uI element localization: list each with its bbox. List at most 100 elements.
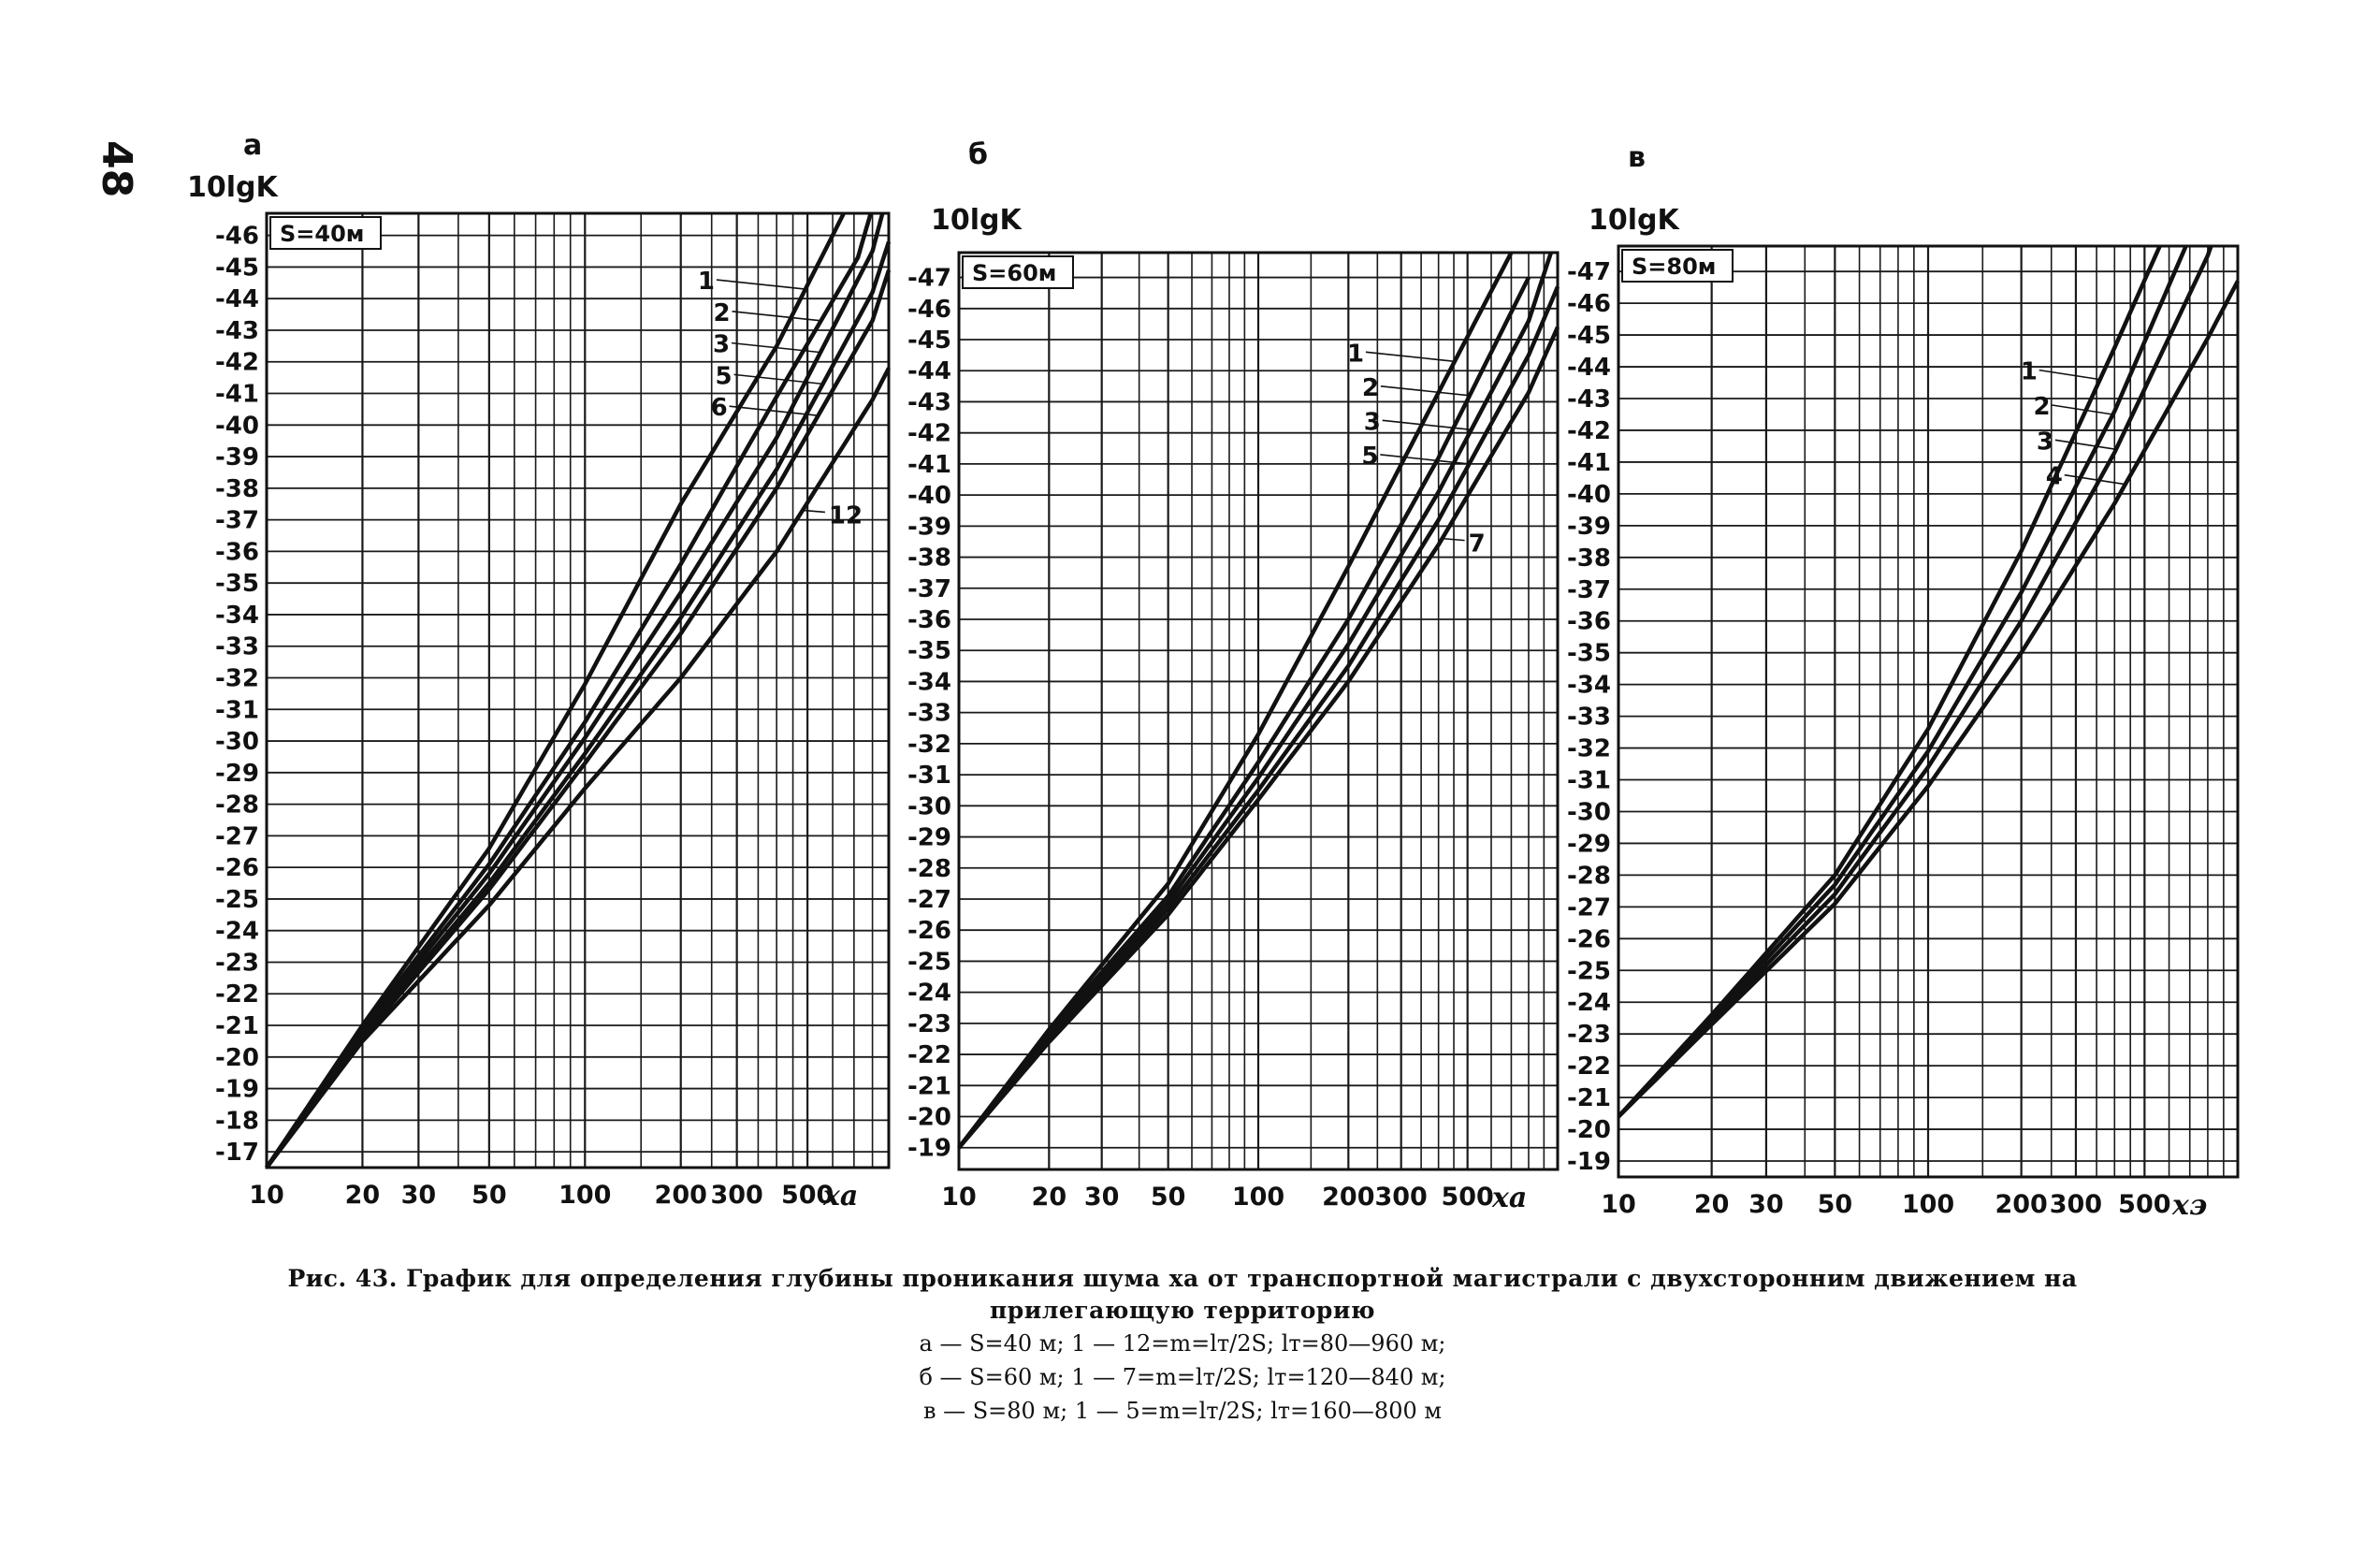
chart-panel-3: -19 -20 -21 -22 -23 -24 -25 -26 -27 -28 -29 -30 -31 -… — [1567, 141, 2240, 1222]
y-tick-label: -23 — [215, 949, 259, 977]
y-tick-label: -30 — [907, 792, 951, 820]
x-tick-label: 50 — [1151, 1183, 1186, 1212]
series-line-12 — [265, 367, 892, 1169]
y-tick-label: -24 — [907, 980, 951, 1008]
series-line-3 — [265, 212, 885, 1169]
x-tick-label: 500 — [781, 1181, 834, 1210]
y-tick-label: -37 — [215, 507, 259, 535]
curve-leader — [2054, 439, 2117, 451]
y-tick-label: -40 — [215, 412, 259, 440]
series-line-1 — [1617, 245, 2162, 1119]
y-tick-label: -32 — [907, 731, 951, 759]
y-tick-label: -33 — [1567, 704, 1611, 732]
x-tick-label: 300 — [2050, 1190, 2102, 1219]
curve-label: 2 — [714, 299, 731, 327]
y-tick-label: -21 — [907, 1072, 951, 1100]
curve-label: 5 — [716, 362, 733, 390]
x-tick-label: 300 — [710, 1181, 762, 1210]
series-line-2 — [957, 276, 1531, 1150]
curve-leader — [1382, 419, 1472, 431]
s-label-box — [962, 255, 1074, 289]
y-tick-label: -27 — [1567, 893, 1611, 922]
y-tick-label: -26 — [1567, 925, 1611, 953]
y-tick-label: -41 — [907, 451, 951, 479]
y-tick-label: -17 — [215, 1139, 259, 1167]
y-axis-label: 10lgK — [931, 204, 1023, 237]
curve-leader — [2039, 369, 2100, 381]
y-tick-label: -43 — [215, 317, 259, 345]
y-tick-label: -24 — [1567, 989, 1611, 1017]
y-tick-label: -19 — [907, 1135, 951, 1163]
x-tick-label: 200 — [1995, 1190, 2047, 1219]
y-tick-label: -29 — [1567, 830, 1611, 858]
curve-label: 7 — [1469, 530, 1486, 559]
series-line-4 — [1617, 280, 2240, 1119]
curve-leader — [733, 373, 823, 385]
x-tick-label: 10 — [1601, 1190, 1636, 1219]
y-tick-label: -36 — [215, 538, 259, 566]
curve-label: 1 — [698, 268, 715, 296]
curve-leader — [802, 509, 825, 514]
curve-leader — [1380, 454, 1470, 465]
x-tick-label: 30 — [1084, 1183, 1120, 1212]
curve-leader — [716, 279, 805, 290]
y-tick-label: -46 — [907, 296, 951, 324]
y-tick-label: -31 — [215, 696, 259, 724]
chart-panel-2: -19 -20 -21 -22 -23-24 -25 -26 -27 -28 -29 -30-31 -… — [907, 138, 1560, 1214]
series-line-1 — [957, 251, 1514, 1150]
figure-caption: Рис. 43. График для определения глубины … — [0, 1263, 2365, 1428]
y-tick-label: -35 — [907, 637, 951, 665]
s-label: S=40м — [280, 221, 364, 247]
y-tick-label: -46 — [215, 223, 259, 251]
y-tick-label: -44 — [1567, 354, 1611, 382]
y-tick-label: -45 — [1567, 322, 1611, 350]
x-tick-label: 100 — [559, 1181, 611, 1210]
y-tick-label: -22 — [907, 1041, 951, 1069]
y-tick-label: -37 — [1567, 576, 1611, 604]
chart-panel-1: -17 -18 -19 -20 -21 -22 -23 -24 -25 -26 -27-28 -29 -… — [187, 129, 892, 1212]
curve-label: 6 — [711, 394, 728, 422]
y-tick-label: -22 — [1567, 1053, 1611, 1081]
y-tick-label: -44 — [907, 357, 951, 385]
y-tick-label: -29 — [907, 824, 951, 852]
y-tick-label: -38 — [215, 475, 259, 503]
y-tick-label: -23 — [907, 1010, 951, 1038]
curve-label: 3 — [713, 331, 730, 359]
x-tick-label: 10 — [249, 1181, 284, 1210]
curve-label: 4 — [2046, 463, 2063, 491]
y-tick-label: -47 — [907, 265, 951, 293]
x-tick-label: 300 — [1374, 1183, 1427, 1212]
y-tick-label: -42 — [215, 349, 259, 377]
plot-frame — [265, 211, 891, 1169]
curve-leader — [729, 405, 819, 416]
series-line-5 — [265, 240, 892, 1169]
y-tick-label: -26 — [215, 854, 259, 882]
series-line-2 — [265, 212, 873, 1169]
y-tick-label: -28 — [1567, 862, 1611, 890]
caption-line-a: а — S=40 м; 1 — 12=m=lт/2S; lт=80—960 м; — [919, 1330, 1446, 1357]
y-tick-label: -43 — [1567, 385, 1611, 414]
y-tick-label: -26 — [907, 917, 951, 945]
x-tick-label: 20 — [1032, 1183, 1067, 1212]
y-tick-label: -21 — [1567, 1084, 1611, 1112]
x-tick-label: 30 — [1748, 1190, 1784, 1219]
y-tick-label: -33 — [907, 700, 951, 728]
series-line-3 — [957, 252, 1554, 1150]
y-tick-label: -34 — [907, 668, 951, 696]
y-axis-label: 10lgK — [1589, 204, 1681, 237]
y-tick-label: -39 — [1567, 513, 1611, 541]
y-tick-label: -31 — [907, 762, 951, 790]
y-tick-label: -39 — [215, 443, 259, 472]
caption-line-b: б — S=60 м; 1 — 7=m=lт/2S; lт=120—840 м; — [919, 1364, 1446, 1390]
x-axis-label: xэ — [2171, 1189, 2207, 1222]
y-tick-label: -45 — [215, 254, 259, 282]
y-tick-label: -28 — [907, 855, 951, 883]
s-label-box — [1621, 249, 1734, 283]
y-tick-label: -38 — [907, 544, 951, 573]
x-tick-label: 200 — [655, 1181, 707, 1210]
y-tick-label: -36 — [907, 606, 951, 634]
y-tick-label: -44 — [215, 285, 259, 313]
plot-frame — [1617, 244, 2240, 1179]
y-tick-label: -28 — [215, 791, 259, 820]
caption-line-c: в — S=80 м; 1 — 5=m=lт/2S; lт=160—800 м — [922, 1398, 1443, 1424]
